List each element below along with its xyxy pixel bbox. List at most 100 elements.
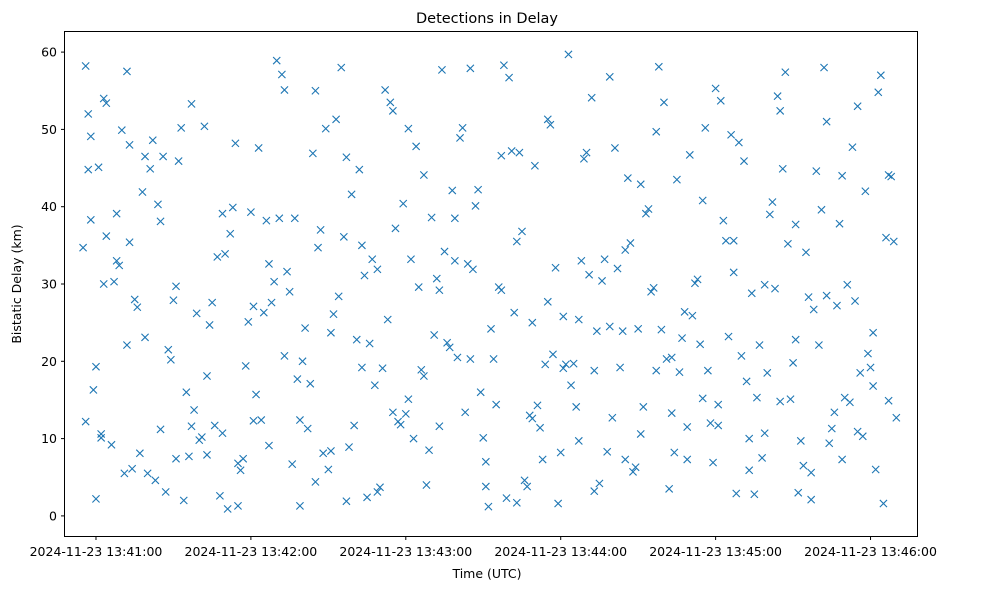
data-point <box>337 63 346 72</box>
data-point <box>866 363 875 372</box>
data-point <box>499 61 508 70</box>
data-point <box>365 339 374 348</box>
data-point <box>587 93 596 102</box>
data-point <box>892 413 901 422</box>
data-point <box>203 450 211 459</box>
data-point <box>450 214 459 223</box>
data-point <box>404 124 413 133</box>
data-point <box>703 366 712 375</box>
data-point <box>427 213 436 222</box>
data-point <box>399 199 408 208</box>
data-point <box>838 171 847 180</box>
data-point <box>352 335 361 344</box>
data-point <box>631 463 640 472</box>
data-point <box>551 263 560 272</box>
data-point <box>172 282 181 291</box>
data-point <box>889 237 898 246</box>
data-point <box>91 494 100 503</box>
data-point <box>830 408 839 417</box>
data-point <box>97 433 106 442</box>
data-point <box>729 268 738 277</box>
x-tick-label: 2024-11-23 13:45:00 <box>649 544 782 559</box>
data-point <box>456 133 465 142</box>
data-point <box>458 123 467 132</box>
data-point <box>564 50 573 59</box>
data-point <box>734 138 743 147</box>
data-point <box>765 210 774 219</box>
data-point <box>241 361 250 370</box>
data-point <box>579 154 588 163</box>
data-point <box>536 423 545 432</box>
data-point <box>791 220 800 229</box>
data-point <box>233 501 242 510</box>
data-point <box>533 401 542 410</box>
data-point <box>683 455 692 464</box>
data-point <box>481 482 490 491</box>
data-point <box>141 333 150 342</box>
data-point <box>626 239 635 248</box>
data-point <box>598 276 607 285</box>
data-point <box>507 147 516 156</box>
data-point <box>262 216 271 225</box>
data-point <box>474 185 483 194</box>
data-point <box>334 292 343 301</box>
data-point <box>616 363 625 372</box>
data-point <box>515 148 524 157</box>
data-point <box>244 317 253 326</box>
data-point <box>732 489 741 498</box>
data-point <box>141 152 150 161</box>
x-axis-ticks: 2024-11-23 13:41:00 2024-11-23 13:42:00 20… <box>30 536 937 559</box>
data-point <box>381 85 390 94</box>
data-point <box>295 501 304 510</box>
data-point <box>760 429 769 438</box>
y-tick-label: 40 <box>41 199 57 214</box>
data-point <box>714 421 723 430</box>
data-point <box>161 487 170 496</box>
x-tick-label: 2024-11-23 13:42:00 <box>185 544 318 559</box>
data-point <box>324 465 333 474</box>
data-point <box>737 351 746 360</box>
data-point <box>252 390 261 399</box>
data-point <box>688 311 697 320</box>
data-point <box>347 190 356 199</box>
data-point <box>678 334 687 343</box>
data-point <box>288 460 297 469</box>
data-point <box>443 338 452 347</box>
data-point <box>280 85 289 94</box>
data-point <box>448 186 457 195</box>
data-point <box>373 265 382 274</box>
data-point <box>290 214 299 223</box>
data-point <box>301 324 310 333</box>
data-point <box>151 476 160 485</box>
data-point <box>270 277 279 286</box>
data-point <box>600 255 609 264</box>
data-point <box>396 420 405 429</box>
data-point <box>479 433 488 442</box>
data-point <box>799 461 808 470</box>
data-point <box>574 436 583 445</box>
data-point <box>425 446 434 455</box>
data-point <box>125 140 134 149</box>
x-axis-label: Time (UTC) <box>451 566 521 581</box>
data-point <box>363 493 372 502</box>
data-point <box>177 123 186 132</box>
data-point <box>662 354 671 363</box>
data-point <box>559 364 568 373</box>
data-point <box>520 476 529 485</box>
data-point <box>259 308 268 317</box>
data-point <box>719 216 728 225</box>
data-point <box>179 496 188 505</box>
data-point <box>494 283 503 292</box>
data-point <box>99 94 108 103</box>
y-tick-label: 20 <box>41 354 57 369</box>
data-point <box>667 353 676 362</box>
data-point <box>445 343 454 352</box>
data-point <box>450 256 459 265</box>
data-points-layer <box>79 50 901 513</box>
data-point <box>293 375 302 384</box>
data-point <box>342 153 351 162</box>
data-point <box>192 309 201 318</box>
data-point <box>827 424 836 433</box>
data-point <box>210 421 219 430</box>
data-point <box>133 303 142 312</box>
